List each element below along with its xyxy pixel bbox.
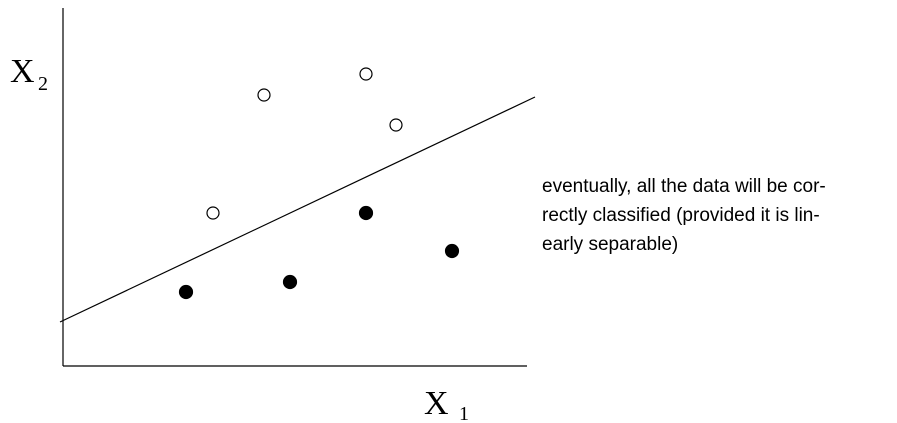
filled-point-4 [444,243,460,259]
caption-text: eventually, all the data will be cor- re… [542,172,872,259]
caption-line-1: eventually, all the data will be cor- [542,176,826,197]
x-axis-label: X [424,385,449,422]
x-axis-subscript: 1 [459,403,469,423]
open-point-3 [359,67,373,81]
filled-point-3 [358,205,374,221]
y-axis-subscript: 2 [38,73,48,95]
open-point-2 [257,88,271,102]
caption-line-3: early separable) [542,234,679,255]
filled-class-points [178,205,460,300]
filled-point-1 [178,284,194,300]
y-axis-label: X [10,53,35,90]
filled-point-2 [282,274,298,290]
open-class-points [206,67,403,220]
open-point-1 [206,206,220,220]
decision-boundary-line [59,96,536,323]
caption-line-2: rectly classified (provided it is lin- [542,205,820,226]
open-point-4 [389,118,403,132]
